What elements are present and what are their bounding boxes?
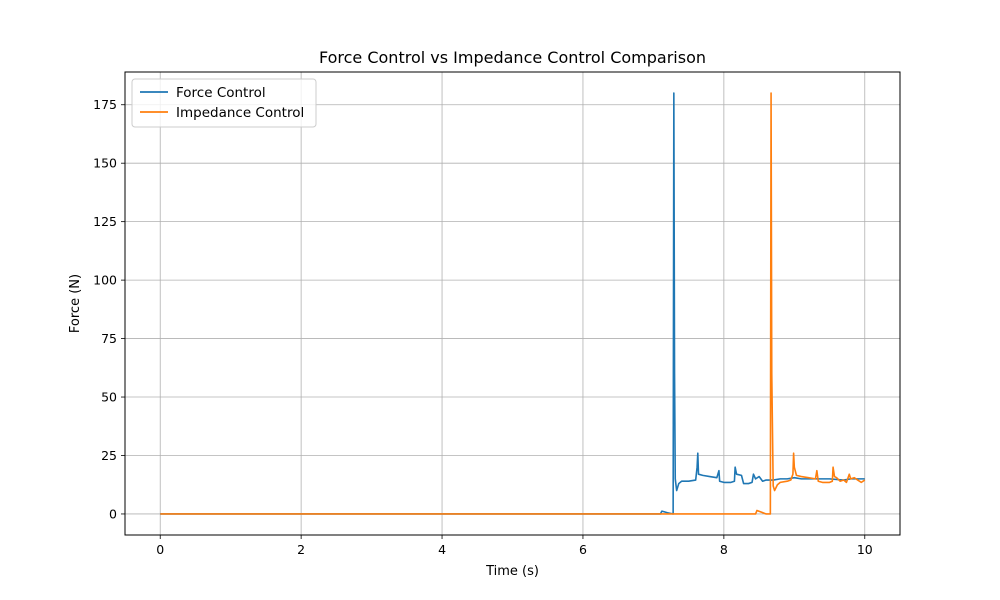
y-tick-label: 175 bbox=[93, 97, 117, 112]
plot-series bbox=[160, 92, 866, 515]
y-tick-label: 75 bbox=[101, 331, 117, 346]
series-line-impedance-control bbox=[160, 92, 866, 515]
y-tick-label: 0 bbox=[109, 506, 117, 521]
y-tick-label: 50 bbox=[101, 390, 117, 405]
legend-label: Force Control bbox=[176, 85, 266, 101]
y-tick-label: 125 bbox=[93, 214, 117, 229]
y-tick-label: 150 bbox=[93, 156, 117, 171]
y-tick-label: 25 bbox=[101, 448, 117, 463]
plot-area-frame bbox=[124, 71, 901, 536]
y-axis-label: Force (N) bbox=[68, 274, 83, 333]
x-tick-label: 2 bbox=[297, 542, 305, 557]
x-axis-label: Time (s) bbox=[485, 564, 539, 579]
legend-box bbox=[131, 78, 317, 128]
x-tick-label: 4 bbox=[438, 542, 446, 557]
x-tick-label: 0 bbox=[156, 542, 164, 557]
x-tick-label: 6 bbox=[579, 542, 587, 557]
x-tick-label: 8 bbox=[720, 542, 728, 557]
series-line-force-control bbox=[160, 92, 865, 515]
chart-title: Force Control vs Impedance Control Compa… bbox=[319, 48, 706, 67]
x-tick-label: 10 bbox=[857, 542, 873, 557]
legend-label: Impedance Control bbox=[176, 105, 304, 121]
legend: Force Control Impedance Control bbox=[131, 78, 317, 128]
y-tick-label: 100 bbox=[93, 273, 117, 288]
